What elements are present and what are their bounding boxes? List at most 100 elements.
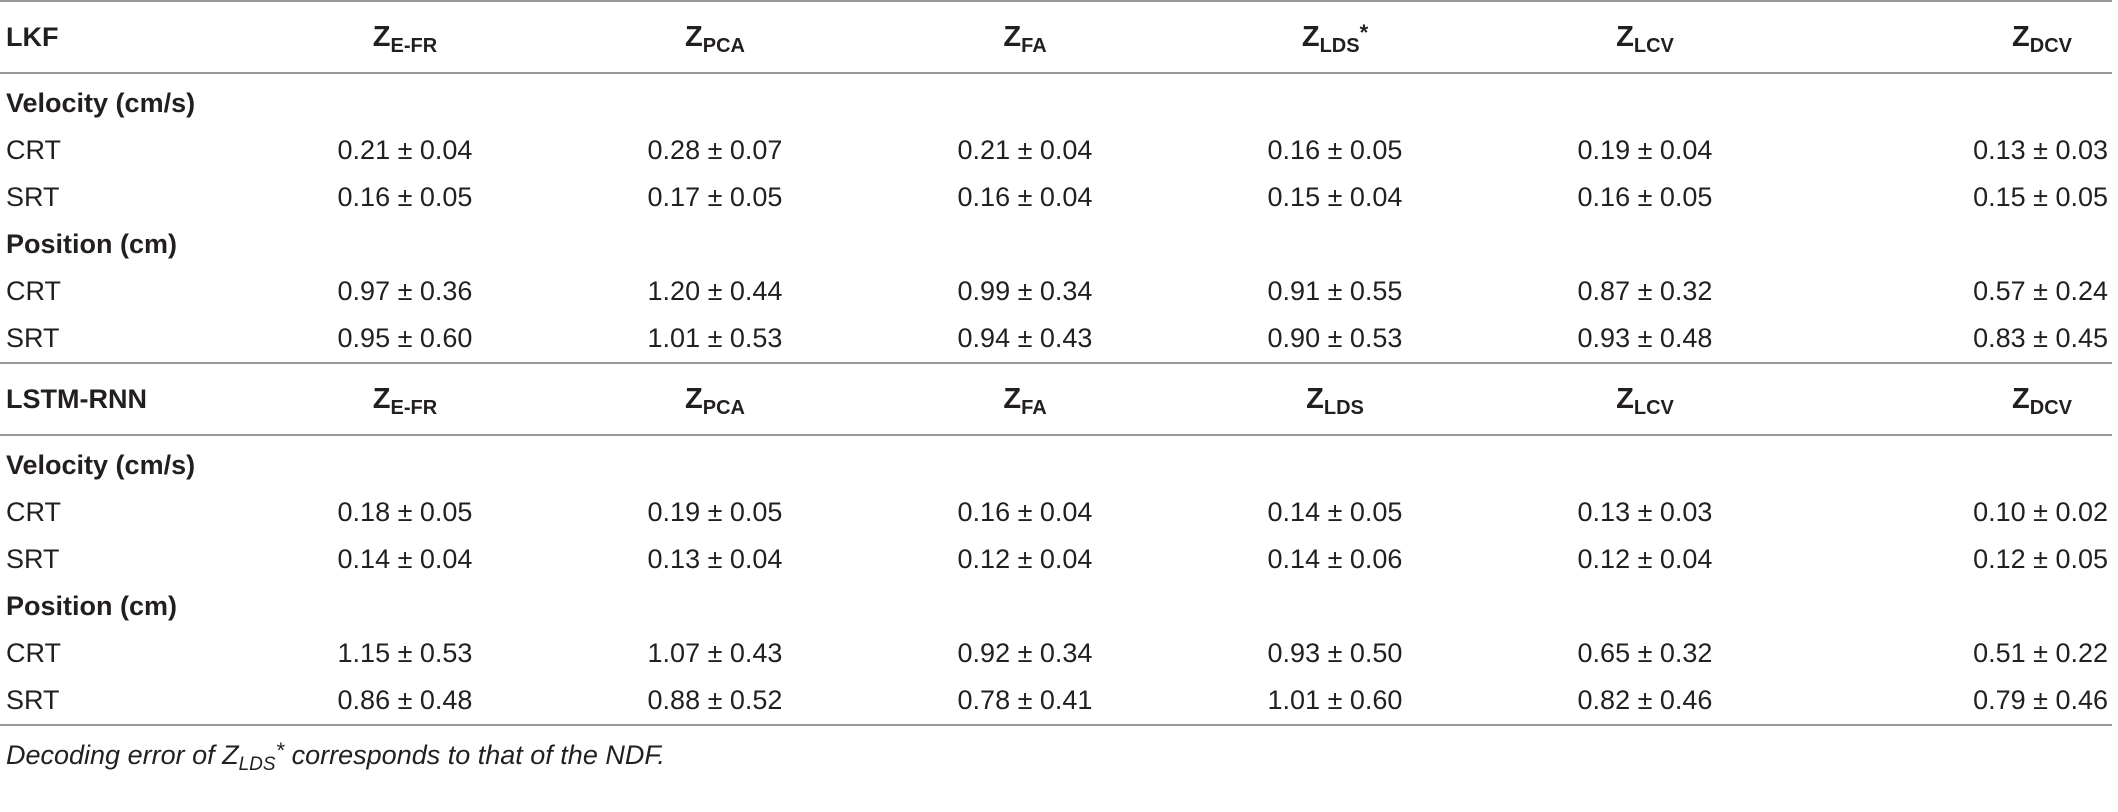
table-cell: 1.20 ± 0.44 [647, 276, 783, 306]
table-cell: 0.99 ± 0.34 [957, 276, 1093, 306]
footnote-sub: LDS [238, 754, 276, 775]
table-row: CRT 0.21 ± 0.04 0.28 ± 0.07 0.21 ± 0.04 0.16… [0, 127, 2112, 174]
table-row: SRT 0.95 ± 0.60 1.01 ± 0.53 0.94 ± 0.43 0.90… [0, 315, 2112, 364]
column-header-z: Z [685, 382, 703, 415]
table-cell: 0.94 ± 0.43 [870, 315, 1180, 364]
column-header-sub: LCV [1633, 34, 1674, 57]
table-cell: 0.10 ± 0.02 [1973, 497, 2108, 527]
column-header: ZLCV [1490, 0, 1800, 74]
table-cell: 0.15 ± 0.05 [1973, 182, 2108, 212]
section-row: Position (cm) [0, 583, 2112, 630]
table-row: SRT 0.86 ± 0.48 0.88 ± 0.52 0.78 ± 0.41 1.01… [0, 677, 2112, 726]
table-cell: 0.21 ± 0.04 [337, 135, 473, 165]
table-cell: 0.82 ± 0.46 [1490, 677, 1800, 726]
footnote-star: * [275, 738, 285, 763]
column-header-sub: PCA [702, 396, 745, 419]
table-cell: 1.01 ± 0.60 [1180, 677, 1490, 726]
table-row: CRT 0.18 ± 0.05 0.19 ± 0.05 0.16 ± 0.04 0.14… [0, 489, 2112, 536]
table-cell: 0.21 ± 0.04 [957, 135, 1093, 165]
row-label: CRT [6, 135, 62, 165]
section-title: Position (cm) [6, 229, 178, 259]
column-header: ZLDS [1180, 362, 1490, 436]
column-header-sub: LCV [1633, 396, 1674, 419]
column-header-sub: DCV [2029, 396, 2072, 419]
row-label: SRT [6, 544, 60, 574]
table-cell: 0.97 ± 0.36 [337, 276, 473, 306]
header-row: LSTM-RNN ZE-FR ZPCA ZFA ZLDS ZLCV ZDCV [0, 362, 2112, 436]
column-header-z: Z [2012, 20, 2030, 53]
section-row: Velocity (cm/s) [0, 435, 2112, 489]
footnote-prefix: Decoding error of [6, 740, 223, 770]
column-header: ZDCV [1800, 0, 2112, 74]
column-header-star: * [1359, 19, 1369, 45]
column-header: ZLDS* [1180, 0, 1490, 74]
table-cell: 0.92 ± 0.34 [957, 638, 1093, 668]
table-row: CRT 0.97 ± 0.36 1.20 ± 0.44 0.99 ± 0.34 0.91… [0, 268, 2112, 315]
column-header: ZPCA [560, 362, 870, 436]
table-cell: 0.16 ± 0.04 [957, 497, 1093, 527]
section-title: Position (cm) [6, 591, 178, 621]
column-header-z: Z [372, 20, 391, 53]
header-row: LKF ZE-FR ZPCA ZFA ZLDS* ZLCV ZDCV [0, 0, 2112, 74]
table-body: LKF ZE-FR ZPCA ZFA ZLDS* ZLCV ZDCV Velocity (cm… [0, 0, 2112, 726]
table-cell: 0.91 ± 0.55 [1267, 276, 1403, 306]
footnote-z: Z [222, 740, 239, 770]
table-cell: 0.17 ± 0.05 [647, 182, 783, 212]
table-cell: 0.14 ± 0.05 [1267, 497, 1403, 527]
table-cell: 0.16 ± 0.04 [957, 182, 1093, 212]
row-label: SRT [0, 315, 250, 364]
column-header-z: Z [1306, 382, 1324, 415]
column-header-z: Z [2012, 382, 2030, 415]
section-title: Velocity (cm/s) [6, 450, 196, 480]
column-header-sub: FA [1021, 34, 1047, 57]
table-cell: 0.15 ± 0.04 [1267, 182, 1403, 212]
table-cell: 0.86 ± 0.48 [250, 677, 560, 726]
table-cell: 0.19 ± 0.05 [647, 497, 783, 527]
table-footnote: Decoding error of ZLDS* corresponds to t… [0, 738, 2118, 775]
table-cell: 0.16 ± 0.05 [1267, 135, 1403, 165]
column-header-sub: LDS [1319, 34, 1360, 57]
table-row: SRT 0.14 ± 0.04 0.13 ± 0.04 0.12 ± 0.04 0.14… [0, 536, 2112, 583]
section-title: Velocity (cm/s) [6, 88, 196, 118]
table-cell: 1.15 ± 0.53 [337, 638, 473, 668]
column-header: ZE-FR [250, 362, 560, 436]
row-label: SRT [6, 182, 60, 212]
column-header-sub: FA [1021, 396, 1047, 419]
column-header-z: Z [1003, 382, 1022, 415]
table-cell: 0.12 ± 0.05 [1973, 544, 2108, 574]
column-header-z: Z [1616, 382, 1634, 415]
column-header-z: Z [1301, 20, 1320, 53]
table-cell: 0.28 ± 0.07 [647, 135, 783, 165]
table-cell: 0.16 ± 0.05 [337, 182, 473, 212]
table-cell: 1.07 ± 0.43 [647, 638, 783, 668]
column-header-z: Z [685, 20, 703, 53]
table-cell: 0.93 ± 0.48 [1490, 315, 1800, 364]
table-cell: 0.13 ± 0.04 [647, 544, 783, 574]
column-header-sub: E-FR [390, 34, 438, 57]
table-cell: 0.87 ± 0.32 [1577, 276, 1713, 306]
table-cell: 0.65 ± 0.32 [1577, 638, 1713, 668]
section-row: Position (cm) [0, 221, 2112, 268]
decoding-error-table: LKF ZE-FR ZPCA ZFA ZLDS* ZLCV ZDCV Velocity (cm… [0, 0, 2112, 726]
table-cell: 0.78 ± 0.41 [870, 677, 1180, 726]
row-label: CRT [6, 638, 62, 668]
table-cell: 0.88 ± 0.52 [560, 677, 870, 726]
column-header: ZFA [870, 0, 1180, 74]
table-cell: 0.12 ± 0.04 [957, 544, 1093, 574]
table-cell: 0.83 ± 0.45 [1800, 315, 2112, 364]
column-header: ZPCA [560, 0, 870, 74]
table-cell: 0.18 ± 0.05 [337, 497, 473, 527]
table-cell: 0.90 ± 0.53 [1180, 315, 1490, 364]
column-header-z: Z [1616, 20, 1634, 53]
table-cell: 0.95 ± 0.60 [250, 315, 560, 364]
table-cell: 1.01 ± 0.53 [560, 315, 870, 364]
table-cell: 0.13 ± 0.03 [1973, 135, 2108, 165]
column-header: ZLCV [1490, 362, 1800, 436]
column-header-z: Z [372, 382, 391, 415]
column-header: ZDCV [1800, 362, 2112, 436]
column-header-sub: PCA [702, 34, 745, 57]
table-cell: 0.16 ± 0.05 [1577, 182, 1713, 212]
column-header-sub: E-FR [390, 396, 438, 419]
column-header-sub: LDS [1323, 396, 1364, 419]
